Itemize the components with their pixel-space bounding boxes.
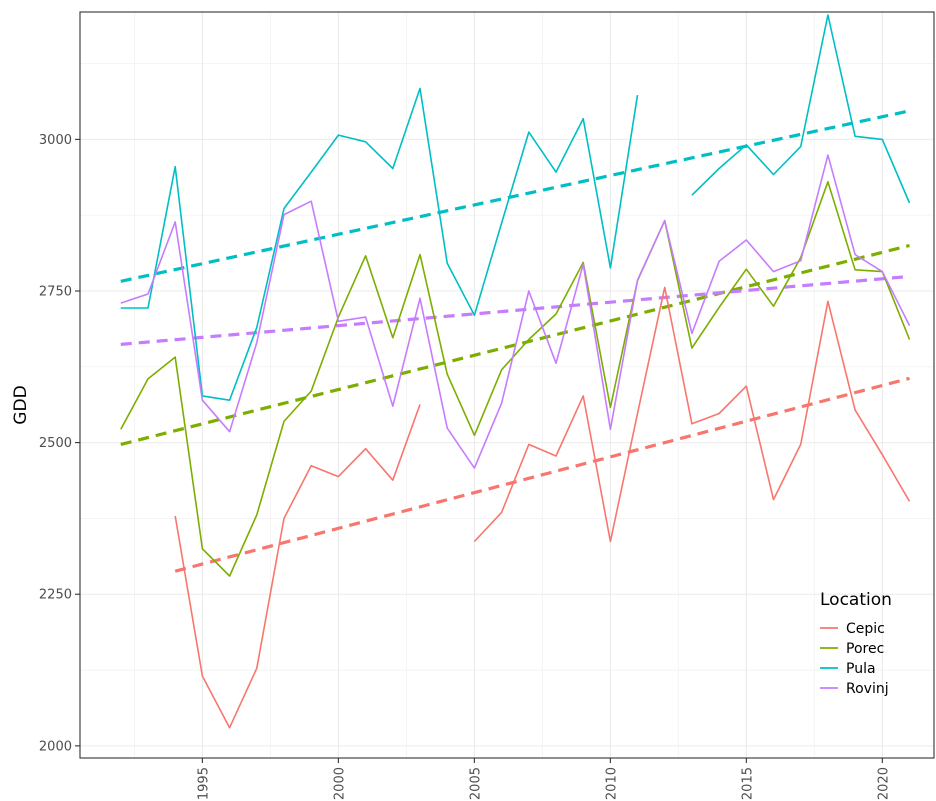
major-grid <box>80 12 934 758</box>
legend: Location Cepic Porec Pula Rovinj <box>820 590 892 697</box>
legend-label-cepic: Cepic <box>846 621 885 637</box>
y-tick-label: 2500 <box>39 436 72 451</box>
legend-label-rovinj: Rovinj <box>846 681 889 697</box>
trend-line-pula <box>120 109 910 283</box>
legend-label-pula: Pula <box>846 661 876 677</box>
trend-line-rovinj <box>120 274 910 346</box>
x-axis: 1995 2000 2005 2010 2015 2020 <box>196 758 891 800</box>
x-tick-label: 2005 <box>468 767 483 800</box>
x-tick-label: 2000 <box>332 767 347 800</box>
series-lines <box>120 14 911 729</box>
y-tick-label: 2750 <box>39 284 72 299</box>
series-line-cepic <box>174 286 911 729</box>
y-tick-label: 2250 <box>39 588 72 603</box>
series-line-rovinj <box>120 154 911 469</box>
x-tick-label: 2010 <box>604 767 619 800</box>
legend-items: Cepic Porec Pula Rovinj <box>820 621 889 697</box>
y-tick-label: 3000 <box>39 133 72 148</box>
y-tick-label: 2000 <box>39 739 72 754</box>
x-tick-label: 2020 <box>876 767 891 800</box>
x-tick-label: 2015 <box>740 767 755 800</box>
y-axis: 2000 2250 2500 2750 3000 <box>39 133 80 754</box>
series-line-pula <box>120 14 911 401</box>
minor-grid <box>80 12 934 758</box>
series-line-porec <box>120 181 911 577</box>
y-axis-title: GDD <box>11 385 31 424</box>
legend-title: Location <box>820 590 892 610</box>
panel-border <box>79 11 935 759</box>
legend-label-porec: Porec <box>846 641 884 657</box>
x-tick-label: 1995 <box>196 767 211 800</box>
trend-line-cepic <box>174 376 910 573</box>
